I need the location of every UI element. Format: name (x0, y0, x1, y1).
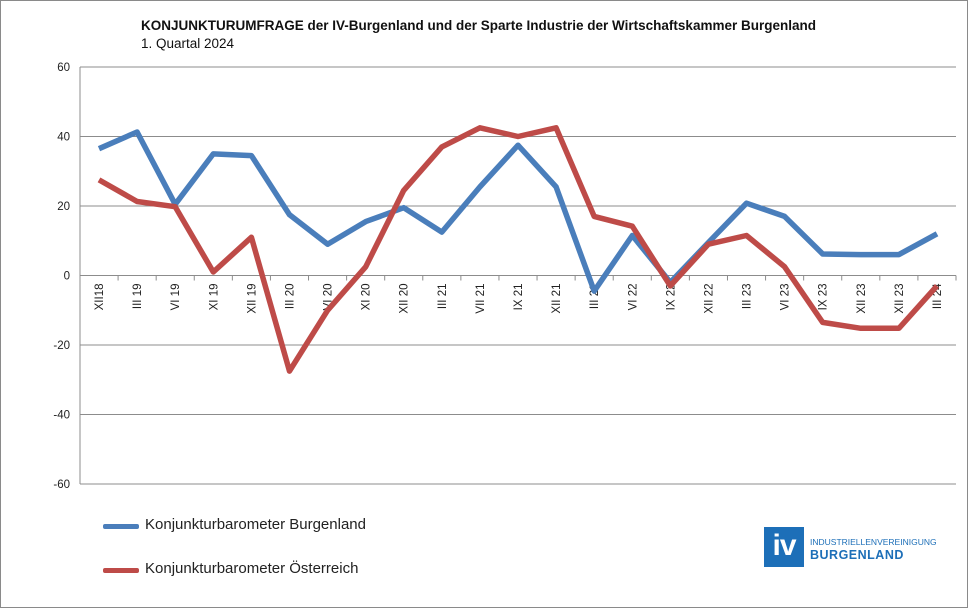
x-tick-label: IX 22 (665, 284, 677, 311)
x-tick-label: XII 22 (703, 284, 715, 314)
legend-swatch-oesterreich (103, 568, 139, 573)
iv-burgenland-logo: iv INDUSTRIELLENVEREINIGUNG BURGENLAND (764, 527, 937, 567)
x-tick-label: XII 19 (246, 284, 258, 314)
chart-title: KONJUNKTURUMFRAGE der IV-Burgenland und … (141, 18, 816, 33)
x-tick-label: XII 23 (856, 284, 868, 314)
x-tick-label: III 20 (284, 284, 296, 310)
x-tick-label: VI 22 (627, 284, 639, 311)
y-tick-label: 40 (57, 132, 70, 144)
logo-text-line2: BURGENLAND (810, 548, 904, 562)
chart-subtitle: 1. Quartal 2024 (141, 36, 235, 51)
x-tick-label: III 23 (742, 284, 754, 310)
y-tick-label: 20 (57, 201, 70, 213)
legend-label-oesterreich: Konjunkturbarometer Österreich (145, 560, 359, 577)
x-tick-label: VI 23 (780, 284, 792, 311)
x-tick-label: XII 21 (551, 284, 563, 314)
series-line-1 (97, 125, 940, 374)
x-tick-label: IX 23 (818, 284, 830, 311)
y-tick-label: 0 (64, 271, 70, 283)
x-tick-label: XI 20 (361, 284, 373, 311)
x-tick-label: XI 19 (208, 284, 220, 311)
y-tick-label: -60 (53, 479, 70, 491)
x-tick-label: III 19 (132, 284, 144, 310)
y-tick-label: -20 (53, 340, 70, 352)
iv-logo-mark: iv (764, 527, 804, 567)
y-tick-label: 60 (57, 62, 70, 74)
legend-swatch-burgenland (103, 524, 139, 529)
x-tick-label: XII 23 (894, 284, 906, 314)
y-tick-label: -40 (53, 410, 70, 422)
x-tick-label: XII18 (94, 284, 106, 311)
series-line-0 (97, 129, 939, 294)
x-tick-label: VII 21 (475, 284, 487, 314)
x-tick-label: III 21 (437, 284, 449, 310)
x-tick-label: VI 19 (170, 284, 182, 311)
x-tick-label: IX 21 (513, 284, 525, 311)
logo-text-line1: INDUSTRIELLENVEREINIGUNG (810, 537, 937, 547)
x-tick-label: XII 20 (399, 284, 411, 314)
legend-label-burgenland: Konjunkturbarometer Burgenland (145, 516, 366, 533)
